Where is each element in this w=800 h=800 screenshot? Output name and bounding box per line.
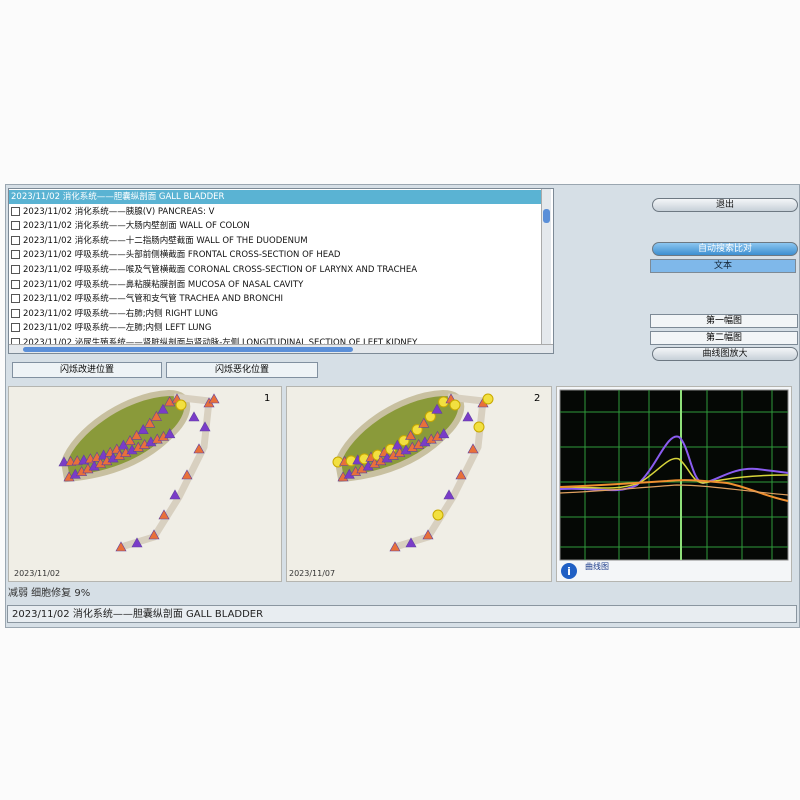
row-text: 2023/11/02 呼吸系统——头部前侧横截面 FRONTAL CROSS-S…	[23, 250, 341, 261]
organ-duct	[119, 393, 213, 551]
gallbladder-image	[332, 389, 494, 552]
row-text: 2023/11/02 呼吸系统——右肺;内侧 RIGHT LUNG	[23, 308, 219, 319]
curve-graph: i	[559, 389, 789, 579]
checkbox[interactable]	[11, 221, 20, 231]
image2-button[interactable]: 第二幅图	[650, 331, 798, 345]
checkbox[interactable]	[11, 308, 20, 318]
marker-hex	[175, 399, 187, 411]
gallbladder-image	[58, 389, 220, 552]
list-row[interactable]: 2023/11/02 消化系统——十二指肠内壁截面 WALL OF THE DU…	[11, 234, 308, 248]
panel-number: 1	[264, 393, 271, 404]
checkbox[interactable]	[11, 206, 20, 216]
row-text: 2023/11/02 呼吸系统——左肺;内侧 LEFT LUNG	[23, 323, 212, 334]
list-row[interactable]: 2023/11/02 呼吸系统——喉及气管横截面 CORONAL CROSS-S…	[11, 263, 417, 277]
list-row[interactable]: 2023/11/02 呼吸系统——头部前侧横截面 FRONTAL CROSS-S…	[11, 248, 340, 262]
marker-triangle	[164, 428, 176, 439]
tab[interactable]: 闪烁改进位置	[12, 362, 162, 378]
marker-triangle	[438, 428, 450, 439]
marker-triangle	[124, 435, 136, 445]
exit-button[interactable]: 退出	[652, 198, 798, 212]
marker-triangle	[418, 417, 430, 428]
marker-triangle	[188, 411, 200, 422]
row-text: 2023/11/02 消化系统——胆囊纵剖面 GALL BLADDER	[11, 192, 225, 202]
marker-triangle	[462, 411, 474, 422]
row-text: 2023/11/02 呼吸系统——鼻粘膜粘膜剖面 MUCOSA OF NASAL…	[23, 279, 304, 290]
checkbox[interactable]	[11, 294, 20, 304]
marker-triangle	[150, 410, 162, 421]
marker-triangle	[431, 403, 443, 414]
row-text: 2023/11/02 呼吸系统——喉及气管横截面 CORONAL CROSS-S…	[23, 265, 418, 275]
v-scrollbar[interactable]	[541, 189, 551, 345]
marker-triangle	[467, 443, 479, 454]
marker-triangle	[199, 421, 211, 432]
tab[interactable]: 闪烁恶化位置	[166, 362, 318, 378]
marker-triangle	[193, 443, 205, 454]
marker-triangle	[389, 541, 401, 552]
auto-compare-button[interactable]: 自动搜索比对	[652, 242, 798, 256]
list-row[interactable]: 2023/11/02 呼吸系统——左肺;内侧 LEFT LUNG	[11, 321, 211, 335]
v-scroll-thumb[interactable]	[543, 209, 550, 223]
marker-triangle	[405, 429, 417, 440]
marker-triangle	[443, 489, 455, 500]
marker-triangle	[137, 424, 149, 434]
checkbox[interactable]	[11, 279, 20, 289]
list-row[interactable]: 2023/11/02 消化系统——胰腺(V) PANCREAS: V	[11, 205, 214, 219]
row-text: 2023/11/02 消化系统——十二指肠内壁截面 WALL OF THE DU…	[23, 235, 308, 246]
marker-triangle	[405, 537, 417, 548]
status-text: 减弱 细胞修复 9%	[8, 588, 91, 599]
record-list[interactable]: 2023/11/02 泌尿生殖系统——肾脏纵剖面与肾动脉-左侧 LONGITUD…	[8, 188, 554, 354]
marker-triangle	[144, 417, 156, 428]
marker-triangle	[158, 509, 170, 520]
list-row[interactable]: 2023/11/02 呼吸系统——气管和支气管 TRACHEA AND BRON…	[11, 292, 283, 306]
image1-button[interactable]: 第一幅图	[650, 314, 798, 328]
marker-triangle	[181, 469, 193, 480]
list-row[interactable]: 2023/11/02 呼吸系统——右肺;内侧 RIGHT LUNG	[11, 307, 218, 321]
marker-triangle	[131, 537, 143, 548]
h-scrollbar[interactable]	[9, 344, 553, 353]
marker-triangle	[148, 529, 160, 540]
panel-date: 2023/11/07	[289, 569, 336, 578]
checkbox[interactable]	[11, 265, 20, 274]
checkbox[interactable]	[11, 235, 20, 245]
row-text: 2023/11/02 呼吸系统——气管和支气管 TRACHEA AND BRON…	[23, 294, 284, 305]
curve-zoom-button[interactable]: 曲线图放大	[652, 347, 798, 361]
marker-hex	[424, 411, 436, 423]
row-text: 2023/11/02 泌尿生殖系统——肾脏纵剖面与肾动脉-左侧 LONGITUD…	[23, 338, 418, 348]
marker-triangle	[208, 393, 220, 404]
footer-bar: 2023/11/02 消化系统——胆囊纵剖面 GALL BLADDER	[7, 605, 797, 623]
marker-triangle	[455, 469, 467, 480]
marker-triangle	[169, 489, 181, 500]
row-text: 2023/11/02 消化系统——胰腺(V) PANCREAS: V	[23, 206, 215, 217]
svg-text:i: i	[567, 565, 571, 578]
checkbox[interactable]	[11, 250, 20, 260]
list-row[interactable]: 2023/11/02 消化系统——大肠内壁剖面 WALL OF COLON	[11, 219, 250, 233]
marker-triangle	[115, 541, 127, 552]
curve-label: 曲线图	[585, 562, 609, 571]
panel-number: 2	[534, 393, 541, 404]
marker-hex	[449, 399, 461, 411]
organ-duct	[393, 393, 487, 551]
image-panel: 1 2023/11/02	[8, 386, 282, 582]
image-panel: 2 2023/11/07	[286, 386, 552, 582]
marker-triangle	[157, 403, 169, 414]
curve-panel: i 曲线图	[556, 386, 792, 582]
panel-date: 2023/11/02	[14, 569, 61, 578]
text-button[interactable]: 文本	[650, 259, 796, 273]
marker-hex	[473, 421, 485, 433]
list-row[interactable]: 2023/11/02 消化系统——胆囊纵剖面 GALL BLADDER	[9, 190, 541, 204]
marker-triangle	[164, 396, 176, 407]
list-row[interactable]: 2023/11/02 呼吸系统——鼻粘膜粘膜剖面 MUCOSA OF NASAL…	[11, 278, 303, 292]
marker-hex	[482, 393, 494, 405]
h-scroll-thumb[interactable]	[23, 347, 353, 352]
marker-triangle	[422, 529, 434, 540]
marker-hex	[432, 509, 444, 521]
marker-triangle	[131, 429, 143, 440]
row-text: 2023/11/02 消化系统——大肠内壁剖面 WALL OF COLON	[23, 221, 250, 232]
marker-triangle	[391, 439, 403, 450]
checkbox[interactable]	[11, 323, 20, 333]
